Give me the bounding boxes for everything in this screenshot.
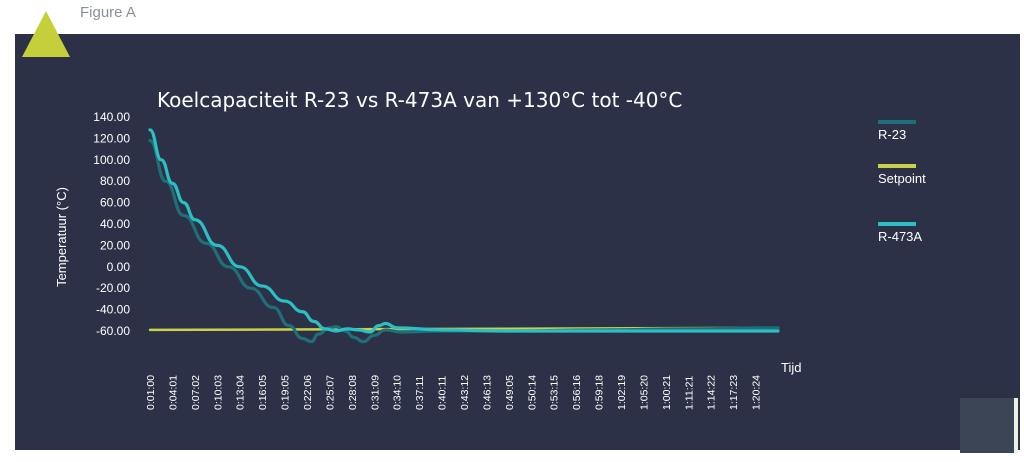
corner-decoration — [960, 398, 1018, 453]
y-tick-label: 20.00 — [100, 238, 130, 252]
y-tick-label: -40.00 — [96, 303, 130, 317]
y-tick-label: 40.00 — [100, 217, 130, 231]
x-tick-label: 1:05:20 — [638, 375, 650, 410]
x-tick-label: 0:40:11 — [437, 376, 449, 410]
y-tick-label: -60.00 — [96, 324, 130, 338]
x-tick-label: 1:17:23 — [728, 375, 740, 410]
x-tick-label: 1:00:21 — [661, 375, 673, 410]
x-tick-label: 0:01:00 — [145, 375, 157, 410]
x-tick-label: 0:50:14 — [526, 375, 538, 410]
x-tick-label: 0:25:07 — [324, 375, 336, 410]
y-tick-label: 100.00 — [93, 153, 130, 167]
legend-label: R-473A — [878, 229, 922, 244]
x-tick-label: 1:20:24 — [751, 375, 763, 410]
series-line-r-473a — [148, 128, 780, 334]
x-tick-label: 0:07:02 — [190, 375, 202, 410]
y-tick-label: 120.00 — [93, 131, 130, 145]
x-tick-label: 1:02:19 — [616, 375, 628, 410]
x-axis-label: Tijd — [781, 360, 801, 375]
series-lines — [148, 128, 780, 344]
legend-label: R-23 — [878, 127, 906, 142]
x-tick-label: 1:14:22 — [706, 375, 718, 410]
y-tick-label: 60.00 — [100, 196, 130, 210]
triangle-logo-icon — [22, 11, 70, 57]
x-tick-label: 0:16:05 — [257, 375, 269, 410]
x-tick-label: 0:28:08 — [347, 375, 359, 410]
y-tick-labels: 140.00 120.00 100.00 80.00 60.00 40.00 20.00 0.… — [93, 110, 130, 338]
figure-label: Figure A — [80, 4, 136, 21]
x-tick-label: 0:59:18 — [594, 375, 606, 410]
x-tick-label: 0:46:13 — [481, 375, 493, 410]
legend-label: Setpoint — [878, 171, 926, 186]
chart-title: Koelcapaciteit R-23 vs R-473A van +130°C… — [157, 88, 682, 112]
x-tick-label: 0:43:12 — [459, 375, 471, 410]
legend: R-23 Setpoint R-473A — [878, 120, 926, 244]
x-tick-label: 0:56:16 — [571, 375, 583, 410]
y-tick-label: 0.00 — [107, 260, 131, 274]
x-tick-label: 0:49:05 — [504, 375, 516, 410]
x-tick-label: 0:22:06 — [302, 375, 314, 410]
y-axis-label: Temperatuur (°C) — [54, 187, 69, 287]
x-tick-label: 0:10:03 — [212, 375, 224, 410]
x-tick-label: 0:34:10 — [392, 375, 404, 410]
x-tick-label: 0:53:15 — [549, 375, 561, 410]
x-tick-label: 0:19:05 — [280, 375, 292, 410]
x-tick-label: 0:04:01 — [167, 375, 179, 410]
x-tick-label: 1:11:21 — [683, 376, 695, 410]
y-tick-label: 80.00 — [100, 174, 130, 188]
x-tick-labels: 0:01:00 0:04:01 0:07:02 0:10:03 0:13:04 0:16:… — [145, 375, 763, 410]
y-tick-label: 140.00 — [93, 110, 130, 124]
x-tick-label: 0:31:09 — [369, 375, 381, 410]
x-tick-label: 0:37:11 — [414, 376, 426, 410]
chart-panel — [15, 34, 1020, 450]
y-tick-label: -20.00 — [96, 281, 130, 295]
x-tick-label: 0:13:04 — [235, 375, 247, 410]
series-line-r-23 — [148, 138, 780, 344]
